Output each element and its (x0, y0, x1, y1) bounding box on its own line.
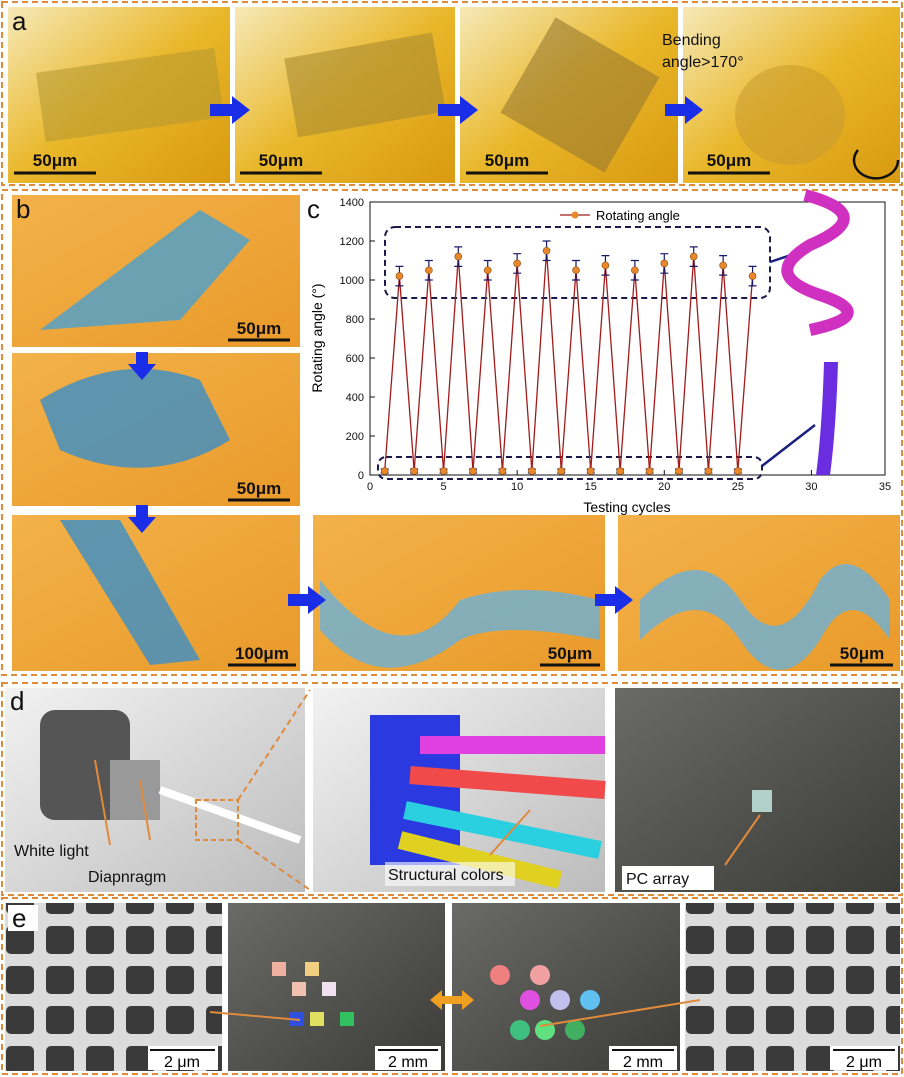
y-tick-label: 1200 (340, 236, 364, 248)
panel-label: e (12, 903, 26, 933)
x-axis-title: Testing cycles (583, 499, 670, 515)
point (411, 468, 418, 475)
y-axis-title: Rotating angle (°) (309, 283, 325, 392)
pointer (762, 425, 815, 466)
scale-bar-label: 50μm (237, 479, 281, 498)
diaphragm (110, 760, 160, 820)
photo (452, 903, 680, 1071)
scale-bar-label: 50μm (707, 151, 751, 170)
photo (228, 903, 445, 1071)
series-line (385, 251, 753, 471)
pc-array (752, 790, 772, 812)
x-tick-label: 30 (805, 481, 817, 493)
point (499, 468, 506, 475)
scale-bar-label: 2 μm (846, 1054, 882, 1071)
x-tick-label: 25 (732, 481, 744, 493)
panel-a: a Bendingangle>170° 50μm 50μm 50μm 50μm (8, 6, 900, 183)
y-tick-label: 1400 (340, 197, 364, 209)
y-tick-label: 400 (346, 392, 364, 404)
panel-label: b (16, 194, 30, 224)
legend-marker (572, 212, 579, 219)
x-tick-label: 15 (585, 481, 597, 493)
point (690, 253, 697, 260)
annotation: PC array (626, 871, 689, 888)
point (440, 468, 447, 475)
x-tick-label: 35 (879, 481, 891, 493)
point (381, 468, 388, 475)
point (396, 273, 403, 280)
point (734, 468, 741, 475)
helix-inset (787, 195, 847, 330)
scale-bar-label: 2 μm (164, 1054, 200, 1071)
point (470, 468, 477, 475)
scale-bar-label: 50μm (840, 644, 884, 663)
panel-d: d White light Diapnragm Structural color… (5, 686, 900, 892)
x-tick-label: 0 (367, 481, 373, 493)
scale-bar-label: 2 mm (388, 1054, 428, 1071)
scale-bar-label: 50μm (485, 151, 529, 170)
panel-e: e 2 μm 2 mm 2 mm 2 μm (5, 903, 900, 1071)
highlight-box (378, 457, 762, 479)
scale-bar-label: 50μm (237, 319, 281, 338)
annotation: White light (14, 843, 89, 860)
annotation: Structural colors (388, 867, 504, 884)
point (455, 253, 462, 260)
y-tick-label: 200 (346, 431, 364, 443)
x-tick-label: 10 (511, 481, 523, 493)
y-tick-label: 1000 (340, 275, 364, 287)
panel-label: d (10, 686, 24, 716)
x-tick-label: 20 (658, 481, 670, 493)
point (602, 262, 609, 269)
point (543, 247, 550, 254)
point (573, 267, 580, 274)
point (676, 468, 683, 475)
scale-bar-label: 50μm (548, 644, 592, 663)
y-tick-label: 600 (346, 353, 364, 365)
figure: a Bendingangle>170° 50μm 50μm 50μm 50μm … (0, 0, 904, 1077)
sem-image (685, 903, 900, 1071)
scale-bar-label: 50μm (33, 151, 77, 170)
scale-bar-label: 50μm (259, 151, 303, 170)
panel-label: c (307, 194, 320, 224)
point (749, 273, 756, 280)
annotation: Diapnragm (88, 869, 166, 886)
x-tick-label: 5 (441, 481, 447, 493)
y-tick-label: 0 (358, 470, 364, 482)
point (661, 260, 668, 267)
point (587, 468, 594, 475)
legend-label: Rotating angle (596, 208, 680, 223)
strip-inset (816, 362, 838, 475)
device (735, 65, 845, 165)
point (558, 468, 565, 475)
point (528, 468, 535, 475)
point (705, 468, 712, 475)
point (484, 267, 491, 274)
point (720, 262, 727, 269)
point (514, 260, 521, 267)
panel-b: b 50μm 50μm 100μm 50μm 50μm (12, 194, 900, 671)
panel-label: a (12, 6, 27, 36)
point (646, 468, 653, 475)
point (425, 267, 432, 274)
point (631, 267, 638, 274)
point (617, 468, 624, 475)
panel-c: c Rotating angle (°) Testing cycles 0200… (307, 194, 891, 515)
y-tick-label: 800 (346, 314, 364, 326)
scale-bar-label: 2 mm (623, 1054, 663, 1071)
scale-bar-label: 100μm (235, 644, 289, 663)
